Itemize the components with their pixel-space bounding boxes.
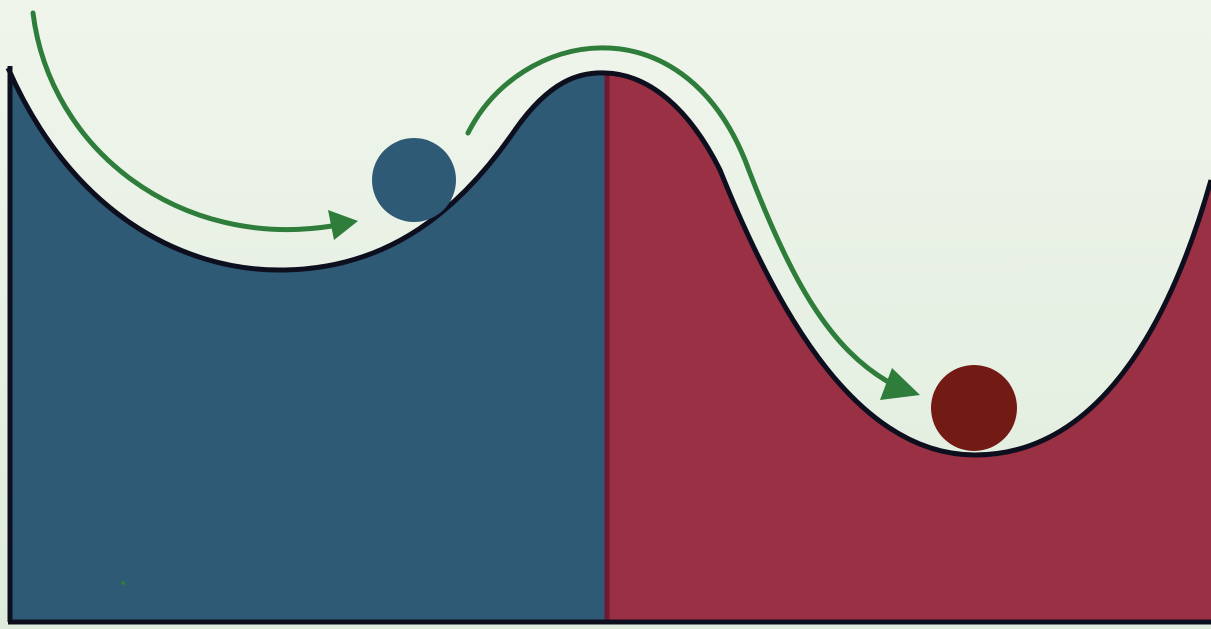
ball-stable <box>931 365 1017 451</box>
left-basin <box>8 68 607 622</box>
arrow-1 <box>30 10 335 233</box>
arrow-2-head <box>880 368 920 400</box>
right-basin <box>607 73 1211 622</box>
ball-metastable <box>372 138 456 222</box>
arrow-2 <box>465 45 895 387</box>
speck <box>121 581 125 585</box>
energy-curve <box>5 66 1211 458</box>
arrow-1-head <box>328 210 358 240</box>
